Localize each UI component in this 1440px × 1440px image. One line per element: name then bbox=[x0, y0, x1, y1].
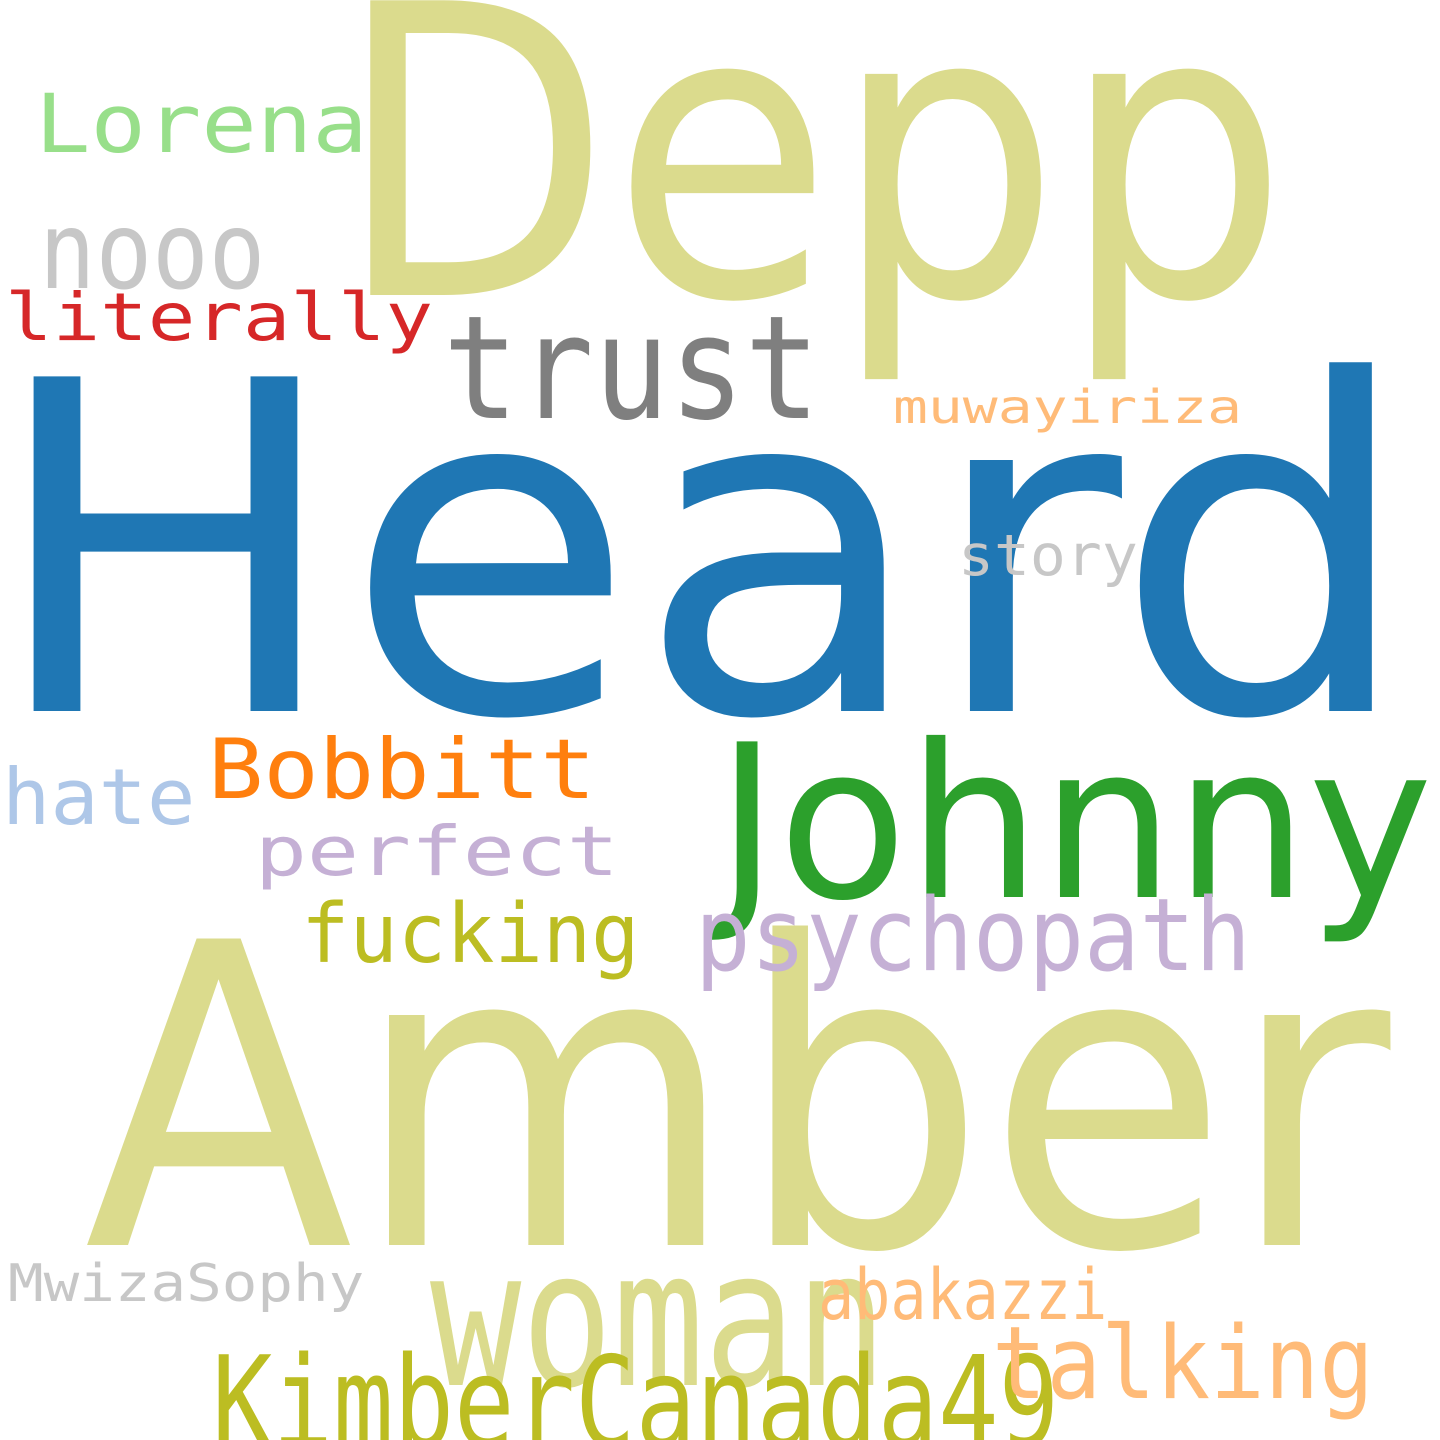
word-kimbercanada49: KimberCanada49 bbox=[212, 1328, 1060, 1440]
word-abakazzi: abakazzi bbox=[818, 1253, 1108, 1336]
word-literally: literally bbox=[4, 278, 433, 357]
word-johnny: Johnny bbox=[715, 700, 1433, 949]
word-muwayiriza: muwayiriza bbox=[893, 380, 1243, 435]
word-bobbitt: Bobbitt bbox=[207, 721, 596, 819]
word-talking: talking bbox=[991, 1303, 1374, 1422]
word-lorena: Lorena bbox=[34, 78, 368, 173]
word-mwizasophy: MwizaSophy bbox=[7, 1254, 364, 1315]
word-story: story bbox=[958, 523, 1138, 589]
word-depp: Depp bbox=[334, 0, 1289, 392]
word-nooo: nooo bbox=[38, 189, 265, 314]
word-perfect: perfect bbox=[255, 811, 620, 892]
word-psychopath: psychopath bbox=[694, 875, 1251, 994]
word-trust: trust bbox=[442, 284, 820, 452]
word-fucking: fucking bbox=[300, 887, 640, 982]
word-amber: Amber bbox=[84, 855, 1391, 1345]
word-woman: woman bbox=[430, 1209, 887, 1431]
word-heard: Heard bbox=[0, 285, 1416, 820]
word-hate: hate bbox=[1, 753, 196, 844]
